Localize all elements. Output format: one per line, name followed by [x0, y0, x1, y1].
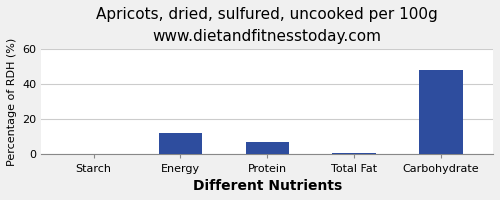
Y-axis label: Percentage of RDH (%): Percentage of RDH (%) [7, 38, 17, 166]
Bar [246, 142, 289, 154]
Title: Apricots, dried, sulfured, uncooked per 100g
www.dietandfitnesstoday.com: Apricots, dried, sulfured, uncooked per … [96, 7, 438, 44]
Bar [332, 153, 376, 154]
X-axis label: Different Nutrients: Different Nutrients [192, 179, 342, 193]
Bar [158, 133, 202, 154]
Bar [419, 70, 463, 154]
